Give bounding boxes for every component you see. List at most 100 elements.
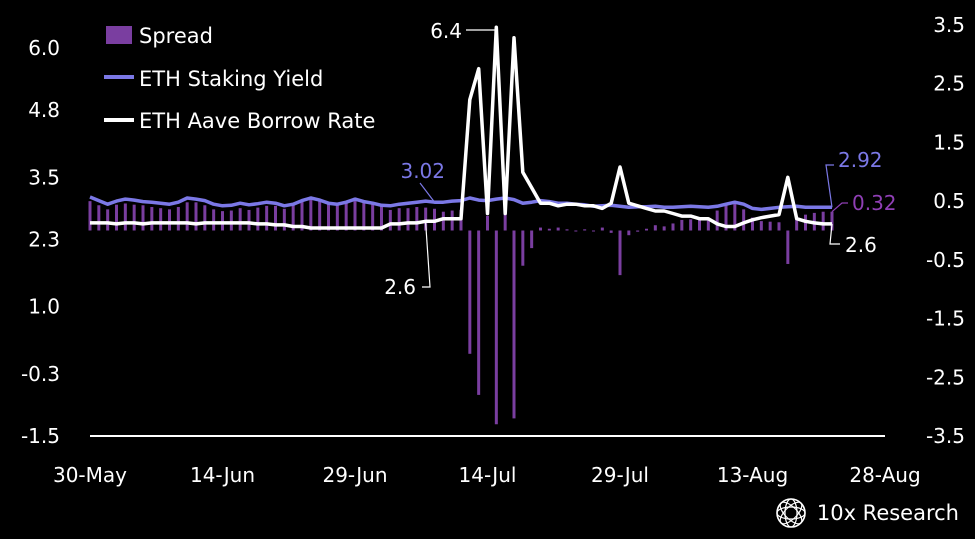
x-tick-label: 14-Jun (190, 463, 255, 487)
spread-bar (662, 226, 666, 231)
right-tick-label: -2.5 (926, 365, 965, 389)
spread-bar (159, 208, 163, 231)
spread-bar (388, 209, 392, 231)
spread-bar (88, 201, 92, 231)
spread-bar (636, 230, 640, 232)
spread-bar (768, 221, 772, 231)
spread-bar (106, 209, 110, 231)
left-tick-label: 2.3 (28, 227, 60, 251)
spread-bar (477, 230, 481, 395)
spread-bar (150, 207, 154, 231)
spread-bar (300, 201, 304, 231)
spread-bar (247, 209, 251, 231)
spread-bar (680, 219, 684, 231)
spread-bar (176, 207, 180, 231)
left-tick-label: 6.0 (28, 36, 60, 60)
spread-bar (751, 217, 754, 231)
annotation-label: 3.02 (400, 159, 445, 183)
right-tick-label: 2.5 (933, 72, 965, 96)
spread-bar (274, 205, 277, 231)
spread-bar (380, 204, 383, 231)
lines (89, 25, 832, 230)
spread-bar (645, 228, 648, 231)
left-tick-label: -1.5 (21, 424, 60, 448)
right-tick-label: -3.5 (926, 424, 965, 448)
right-tick-label: 3.5 (933, 13, 965, 37)
legend: Spread ETH Staking Yield ETH Aave Borrow R… (104, 24, 375, 133)
spread-bar (256, 207, 260, 231)
spread-bar (265, 205, 269, 231)
spread-bar (441, 211, 445, 231)
annotations: 6.4 3.02 2.6 2.92 0.32 2.6 (384, 19, 896, 299)
right-tick-label: 0.5 (933, 189, 965, 213)
aave-borrow-line (90, 25, 832, 230)
spread-bar (132, 204, 136, 231)
left-tick-label: 1.0 (28, 295, 60, 319)
spread-bar (397, 208, 401, 231)
spread-bar (530, 230, 534, 249)
annotation-label: 0.32 (852, 191, 897, 215)
left-tick-label: 4.8 (28, 98, 60, 122)
spread-bar (592, 230, 595, 232)
spread-bar (318, 198, 322, 231)
brand-name: 10x Research (816, 501, 959, 525)
spread-bar (450, 210, 454, 231)
spread-bar (291, 205, 295, 231)
spread-bar (424, 207, 428, 231)
spread-bar (141, 205, 145, 231)
spread-bar (521, 230, 525, 266)
left-tick-label: -0.3 (21, 362, 60, 386)
spread-bar (168, 209, 171, 231)
annotation-label: 6.4 (430, 19, 462, 43)
right-tick-label: -0.5 (926, 248, 965, 272)
spread-bar (759, 221, 763, 231)
x-axis-ticks: 30-May 14-Jun 29-Jun 14-Jul 29-Jul 13-Aug 28-A… (53, 463, 921, 487)
spread-bar (574, 230, 578, 232)
spread-bar (344, 201, 348, 231)
left-axis-ticks: 6.0 4.8 3.5 2.3 1.0 -0.3 -1.5 (21, 36, 60, 448)
spread-bar (468, 230, 472, 354)
spread-bar (194, 202, 198, 231)
spread-bar (583, 229, 587, 231)
leader-line (829, 223, 840, 245)
legend-label: ETH Aave Borrow Rate (139, 109, 375, 133)
spread-bar (97, 205, 101, 231)
spread-bar (609, 230, 613, 233)
legend-label: Spread (139, 24, 213, 48)
spread-bar (830, 211, 834, 231)
brand: 10x Research (775, 497, 959, 529)
x-tick-label: 29-Jul (591, 463, 649, 487)
spread-bar (115, 204, 118, 231)
spread-bar (221, 211, 224, 231)
spread-bar (821, 211, 825, 231)
spread-bar (795, 216, 799, 231)
spread-bar (335, 203, 339, 231)
spread-bar (627, 230, 631, 236)
spread-bar (229, 210, 233, 231)
leader-line (422, 222, 431, 288)
leader-line (831, 202, 848, 213)
spread-bar (486, 215, 489, 231)
legend-label: ETH Staking Yield (139, 67, 323, 91)
x-tick-label: 29-Jun (322, 463, 387, 487)
spread-bar (327, 202, 330, 231)
spread-bar (494, 230, 498, 425)
legend-spread-swatch (106, 26, 132, 44)
spread-bar (786, 230, 790, 264)
x-tick-label: 14-Jul (459, 463, 517, 487)
spread-bar (733, 202, 737, 231)
spread-bar (653, 225, 657, 231)
spread-bar (724, 205, 728, 231)
spread-bar (715, 210, 719, 231)
spread-bar (238, 208, 242, 231)
spread-bar (539, 227, 542, 231)
spread-bar (618, 230, 622, 276)
leader-line (825, 164, 834, 208)
globe-logo-icon (776, 498, 806, 528)
annotation-label: 2.92 (838, 148, 883, 172)
x-tick-label: 28-Aug (849, 463, 920, 487)
spread-bar (371, 202, 375, 231)
spread-bar (203, 205, 207, 231)
spread-bar (600, 227, 604, 231)
